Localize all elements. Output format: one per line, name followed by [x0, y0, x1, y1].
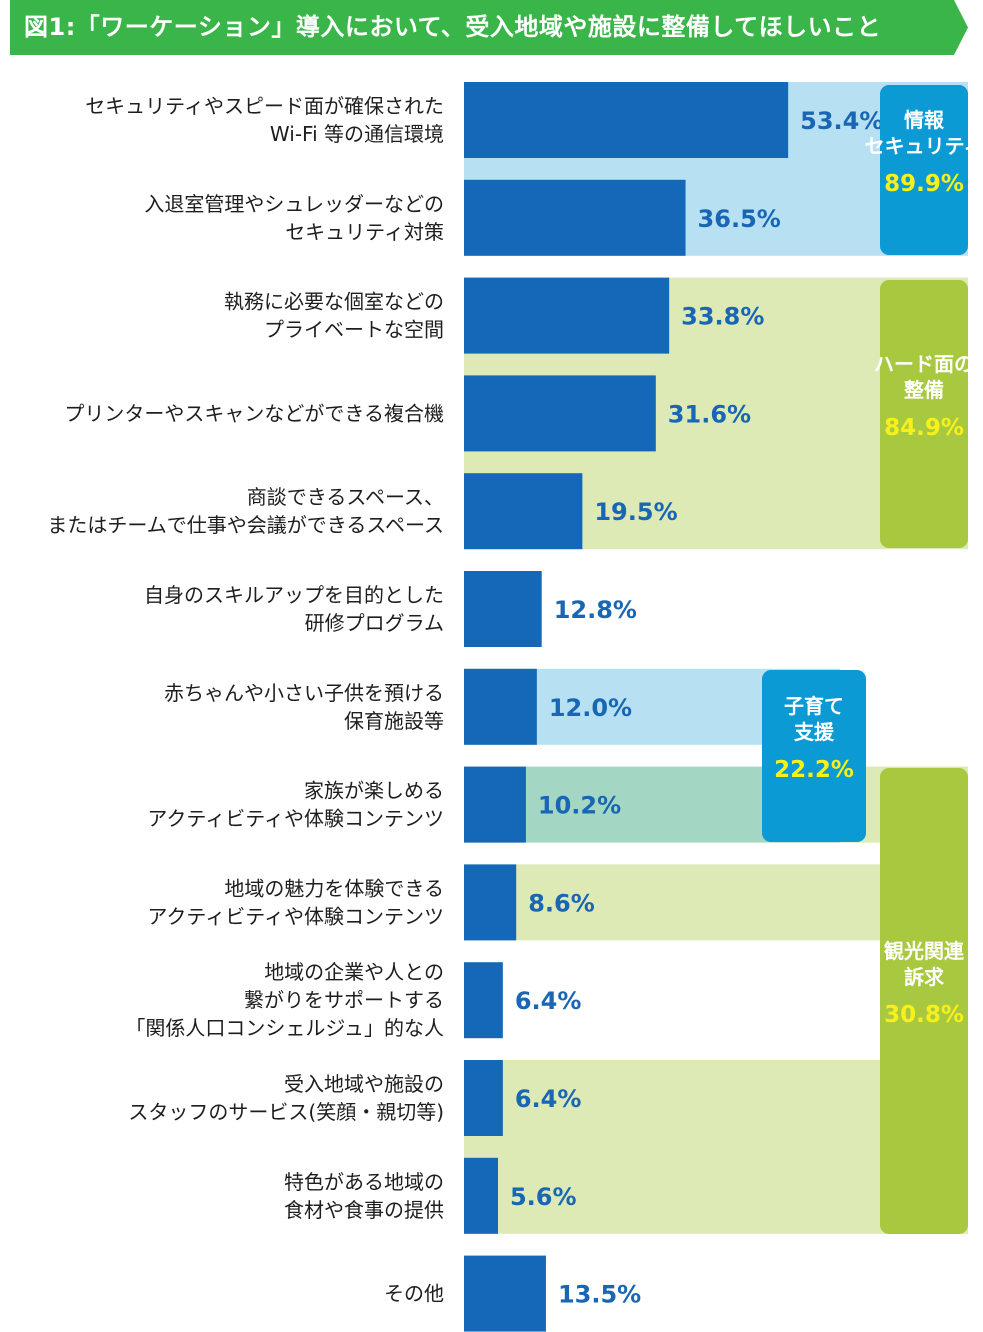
- category-label-3-0: プリンターやスキャンなどができる複合機: [64, 401, 444, 425]
- value-label-8: 8.6%: [528, 889, 595, 917]
- group-badge-1: [880, 280, 968, 548]
- value-label-6: 12.0%: [549, 694, 632, 722]
- bar-1: [464, 179, 686, 256]
- bar-0: [464, 82, 789, 158]
- group-badge-2: [762, 670, 866, 842]
- bar-9: [464, 962, 503, 1039]
- category-label-2-1: プライベートな空間: [264, 318, 444, 342]
- category-label-0-0: セキュリティやスピード面が確保された: [85, 94, 444, 118]
- category-label-8-1: アクティビティや体験コンテンツ: [147, 904, 444, 928]
- category-label-2-0: 執務に必要な個室などの: [224, 290, 444, 314]
- value-label-1: 36.5%: [698, 205, 781, 233]
- value-label-3: 31.6%: [668, 400, 751, 428]
- category-label-11-0: 特色がある地域の: [284, 1170, 444, 1194]
- group-name-2-0: 子育て: [784, 694, 844, 718]
- category-label-7-1: アクティビティや体験コンテンツ: [147, 807, 444, 831]
- category-label-0-1: Wi-Fi 等の通信環境: [270, 122, 444, 146]
- header-banner-shape: [10, 0, 968, 55]
- group-name-0-1: セキュリティ: [865, 134, 983, 158]
- category-label-10-0: 受入地域や施設の: [284, 1072, 444, 1096]
- bar-7: [464, 766, 526, 843]
- value-label-7: 10.2%: [538, 792, 621, 820]
- group-name-2-1: 支援: [794, 720, 835, 744]
- bar-3: [464, 375, 656, 452]
- category-label-6-0: 赤ちゃんや小さい子供を預ける: [164, 681, 444, 705]
- group-badge-0: [880, 85, 968, 255]
- value-label-11: 5.6%: [510, 1183, 577, 1211]
- category-label-10-1: スタッフのサービス(笑顔・親切等): [128, 1100, 444, 1124]
- group-total-0: 89.9%: [884, 171, 964, 197]
- category-label-9-2: 「関係人口コンシェルジュ」的な人: [125, 1016, 444, 1040]
- group-total-3: 30.8%: [884, 1002, 964, 1028]
- bar-6: [464, 668, 537, 745]
- value-label-2: 33.8%: [681, 303, 764, 331]
- category-label-9-0: 地域の企業や人との: [264, 960, 444, 984]
- group-total-1: 84.9%: [884, 415, 964, 441]
- category-label-4-0: 商談できるスペース、: [247, 485, 444, 509]
- category-label-1-0: 入退室管理やシュレッダーなどの: [144, 192, 444, 216]
- category-label-9-1: 繋がりをサポートする: [244, 988, 444, 1012]
- category-label-11-1: 食材や食事の提供: [284, 1198, 444, 1222]
- category-label-7-0: 家族が楽しめる: [304, 779, 444, 803]
- value-label-12: 13.5%: [558, 1281, 641, 1309]
- value-label-10: 6.4%: [515, 1085, 582, 1113]
- bar-11: [464, 1157, 498, 1234]
- group-name-1-0: ハード面の: [874, 352, 974, 376]
- bar-8: [464, 864, 517, 941]
- bar-2: [464, 277, 670, 354]
- category-label-12-0: その他: [384, 1282, 444, 1306]
- group-name-3-0: 観光関連: [884, 939, 965, 963]
- category-label-8-0: 地域の魅力を体験できる: [224, 876, 444, 900]
- value-label-5: 12.8%: [554, 596, 637, 624]
- group-name-0-0: 情報: [904, 108, 945, 132]
- bar-4: [464, 473, 583, 550]
- value-label-4: 19.5%: [594, 498, 677, 526]
- group-name-1-1: 整備: [903, 378, 944, 402]
- bar-5: [464, 571, 542, 647]
- category-label-1-1: セキュリティ対策: [285, 220, 444, 244]
- bar-10: [464, 1060, 503, 1136]
- group-name-3-1: 訴求: [904, 965, 945, 989]
- chart-header: 図1:「ワーケーション」導入において、受入地域や施設に整備してほしいこと: [10, 0, 968, 55]
- category-label-4-1: またはチームで仕事や会議ができるスペース: [47, 513, 444, 537]
- value-label-0: 53.4%: [800, 107, 883, 135]
- category-label-5-1: 研修プログラム: [305, 611, 444, 635]
- group-total-2: 22.2%: [774, 757, 854, 783]
- category-label-5-0: 自身のスキルアップを目的とした: [144, 583, 444, 607]
- value-label-9: 6.4%: [515, 987, 582, 1015]
- bar-12: [464, 1255, 546, 1332]
- chart-title: 図1:「ワーケーション」導入において、受入地域や施設に整備してほしいこと: [24, 13, 882, 41]
- group-badge-3: [880, 768, 968, 1234]
- category-label-6-1: 保育施設等: [344, 709, 444, 733]
